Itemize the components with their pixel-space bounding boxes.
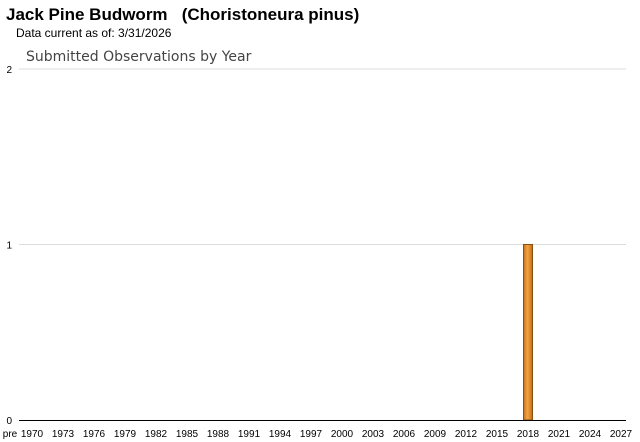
x-tick-label: 1991 <box>238 429 261 440</box>
x-tick-label: 2018 <box>517 429 540 440</box>
bars <box>523 244 533 421</box>
y-tick-label: 0 <box>6 416 12 427</box>
x-tick-label: 1997 <box>300 429 323 440</box>
x-tick-label: pre <box>3 429 18 440</box>
data-date-text: Data current as of: 3/31/2026 <box>16 26 172 40</box>
x-tick-label: 2012 <box>455 429 478 440</box>
x-tick-label: 1979 <box>114 429 137 440</box>
x-tick-label: 2015 <box>486 429 509 440</box>
grid-lines <box>19 68 626 245</box>
x-tick-label: 1976 <box>83 429 106 440</box>
chart-title: Submitted Observations by Year <box>26 49 252 65</box>
x-tick-label: 2027 <box>610 429 633 440</box>
page-title: Jack Pine Budworm (Choristoneura pinus) <box>6 5 360 24</box>
y-tick-label: 2 <box>6 65 12 76</box>
x-tick-label: 1970 <box>21 429 44 440</box>
x-tick-label: 1973 <box>52 429 75 440</box>
y-axis-ticks: 0 1 2 <box>6 65 12 427</box>
x-tick-label: 1982 <box>145 429 168 440</box>
x-tick-label: 1985 <box>176 429 199 440</box>
bar-2018 <box>523 244 533 421</box>
x-tick-label: 2024 <box>579 429 602 440</box>
x-tick-label: 1988 <box>207 429 230 440</box>
x-tick-label: 2000 <box>331 429 354 440</box>
x-tick-label: 2021 <box>548 429 571 440</box>
x-tick-label: 2009 <box>424 429 447 440</box>
x-axis-ticks: pre 1970 1973 1976 1979 1982 1985 1988 1991 1994 1… <box>3 429 633 440</box>
x-tick-label: 1994 <box>269 429 292 440</box>
x-tick-label: 2003 <box>362 429 385 440</box>
y-tick-label: 1 <box>6 241 12 252</box>
x-tick-label: 2006 <box>393 429 416 440</box>
